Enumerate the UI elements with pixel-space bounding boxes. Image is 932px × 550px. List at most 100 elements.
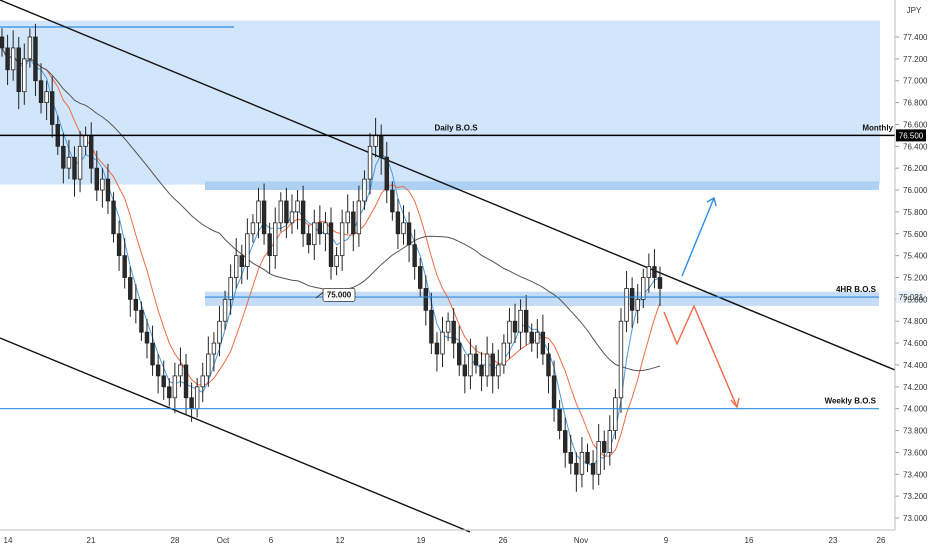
projection-arrows (663, 196, 740, 409)
candle-body (116, 233, 122, 257)
candle-body (457, 342, 462, 366)
candle-body (256, 200, 261, 224)
callout-text: 75.000 (327, 290, 352, 299)
x-tick-label: 21 (87, 536, 96, 545)
candle-body (44, 91, 49, 103)
monthly-label: Monthly (862, 123, 893, 132)
candle-body (596, 441, 601, 475)
candle-body (5, 47, 10, 71)
monthly-price-text: 76.500 (899, 131, 924, 140)
bearish-arrow (663, 304, 738, 408)
candle-body (250, 222, 256, 235)
candle-body (284, 200, 289, 224)
candle-body (323, 222, 328, 235)
y-tick-label: 76.600 (903, 120, 928, 129)
candle-body (512, 320, 518, 333)
4hr-zone (205, 291, 879, 306)
candle-body (245, 233, 250, 267)
candle-body (289, 211, 295, 224)
candle-body (89, 134, 94, 169)
candle-body (150, 342, 155, 366)
candle-body (111, 200, 116, 235)
candle-body (27, 36, 33, 60)
x-tick-label: 28 (171, 536, 180, 545)
candle-body (624, 288, 629, 322)
candle-body (412, 244, 417, 267)
x-tick-label: 12 (336, 536, 345, 545)
candle-body (468, 353, 473, 377)
candle-body (445, 320, 451, 333)
candle-body (312, 222, 317, 246)
candle-body (484, 353, 490, 377)
candle-body (641, 277, 646, 300)
daily-bos-label: Daily B.O.S (434, 123, 478, 132)
candle-body (167, 386, 172, 399)
candle-body (367, 145, 373, 180)
candle-body (72, 156, 77, 180)
upper-trendline (0, 0, 896, 371)
daily-zone (205, 181, 879, 191)
candle-body (339, 222, 345, 257)
candle-body (607, 430, 613, 453)
candle-body (66, 156, 72, 169)
candle-body (401, 222, 406, 235)
candle-body (222, 298, 228, 322)
candle-body (423, 288, 428, 311)
candle-body (306, 233, 311, 246)
y-tick-label: 73.800 (903, 427, 928, 436)
candle-body (22, 58, 27, 93)
candle-body (0, 36, 5, 49)
candle-body (38, 80, 44, 103)
candle-body (568, 452, 573, 464)
x-tick-label: 26 (877, 536, 886, 545)
candle-body (462, 364, 468, 377)
candle-body (100, 178, 105, 191)
candle-body (373, 134, 378, 147)
y-tick-label: 73.200 (903, 492, 928, 501)
4hr-bos-label: 4HR B.O.S (836, 285, 877, 294)
candle-body (351, 211, 356, 235)
y-tick-label: 76.400 (903, 142, 928, 151)
candle-body (635, 298, 640, 311)
y-axis-ticks (895, 36, 899, 519)
candle-body (94, 167, 99, 191)
weekly-bos-label: Weekly B.O.S (825, 397, 877, 406)
candle-body (139, 309, 144, 333)
candle-body (529, 331, 534, 344)
candle-body (261, 200, 267, 235)
candle-body (161, 375, 166, 388)
candle-body (434, 342, 440, 355)
y-tick-label: 76.200 (903, 164, 928, 173)
candle-body (334, 255, 339, 267)
candle-body (602, 441, 607, 453)
candle-body (496, 364, 501, 377)
candle-body (579, 452, 585, 475)
y-tick-label: 73.400 (903, 470, 928, 479)
candle-body (657, 277, 663, 289)
y-tick-label: 75.200 (903, 274, 928, 283)
candle-body (217, 320, 222, 344)
bullish-arrow (681, 197, 715, 277)
candles-layer (0, 23, 663, 492)
y-tick-label: 74.800 (903, 317, 928, 326)
x-tick-label: 19 (417, 536, 426, 545)
y-tick-label: 76.800 (903, 99, 928, 108)
candle-body (105, 178, 111, 202)
candle-body (239, 255, 244, 267)
candle-body (300, 200, 306, 235)
candle-body (61, 145, 66, 169)
bullish-arrowhead (706, 196, 717, 207)
candle-body (390, 189, 395, 213)
candle-body (507, 320, 512, 344)
candle-body (133, 298, 139, 311)
candle-body (345, 211, 350, 224)
candle-body (189, 397, 194, 410)
candle-body (356, 200, 362, 235)
candle-body (155, 364, 161, 377)
x-tick-label: Oct (217, 536, 230, 545)
candle-body (518, 309, 523, 333)
bearish-arrowhead (730, 397, 740, 409)
candle-body (172, 375, 178, 399)
x-tick-label: 23 (829, 536, 838, 545)
